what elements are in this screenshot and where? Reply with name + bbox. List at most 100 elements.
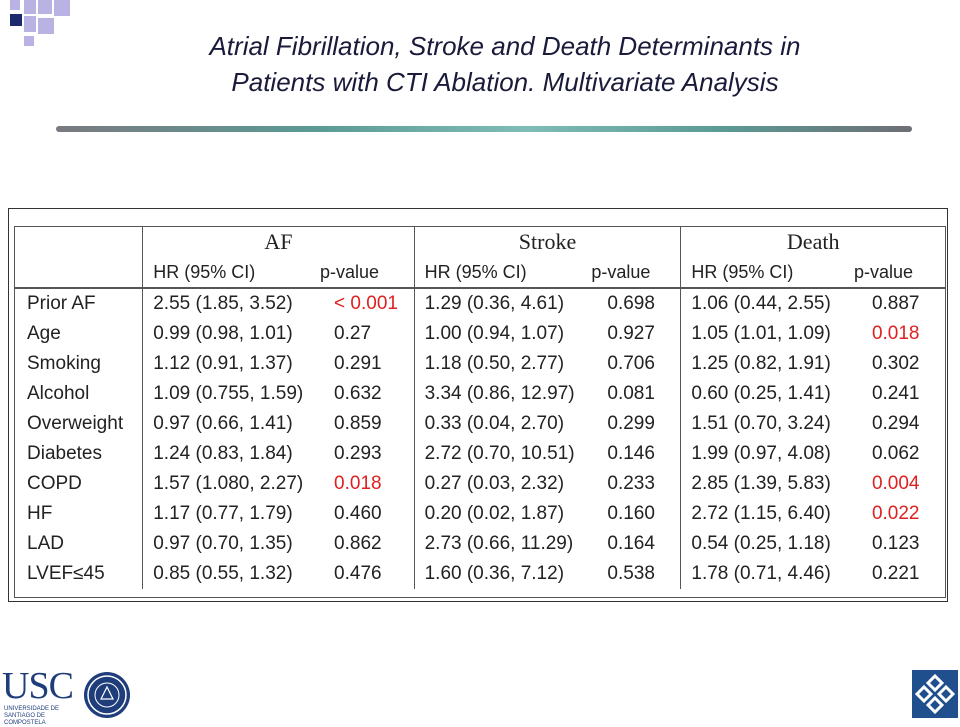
af-p-cell: < 0.001 (334, 293, 398, 314)
table-row: LAD 0.97 (0.70, 1.35) 0.862 2.73 (0.66, 11.… (15, 529, 945, 559)
variable-cell: Smoking (27, 353, 101, 374)
variable-cell: LAD (27, 533, 64, 554)
stroke-hr-cell: 1.29 (0.36, 4.61) (413, 288, 592, 319)
table-row: Diabetes 1.24 (0.83, 1.84) 0.293 2.72 (0.70… (15, 439, 945, 469)
usc-logo-text: USC (2, 665, 74, 707)
stroke-hr-cell: 1.60 (0.36, 7.12) (413, 559, 592, 589)
multivariate-results-table: AF Stroke Death HR (95% CI) p-value HR (… (15, 227, 945, 589)
stroke-hr-cell: 2.72 (0.70, 10.51) (413, 439, 592, 469)
group-header-stroke: Stroke (413, 227, 681, 257)
af-hr-cell: 0.97 (0.66, 1.41) (142, 409, 321, 439)
af-p-cell: 0.476 (334, 563, 382, 584)
af-hr-cell: 0.85 (0.55, 1.32) (142, 559, 321, 589)
group-header-death: Death (680, 227, 945, 257)
stroke-hr-cell: 0.27 (0.03, 2.32) (413, 469, 592, 499)
stroke-p-cell: 0.233 (607, 473, 655, 494)
af-p-cell: 0.632 (334, 383, 382, 404)
table-row: Overweight 0.97 (0.66, 1.41) 0.859 0.33 (0.… (15, 409, 945, 439)
corner-squares-logo (10, 0, 74, 64)
usc-logo: USC UNIVERSIDADE DE SANTIAGO DE COMPOSTE… (0, 665, 132, 726)
death-hr-cell: 1.05 (1.01, 1.09) (680, 319, 854, 349)
variable-cell: LVEF≤45 (27, 563, 105, 584)
af-hr-cell: 1.17 (0.77, 1.79) (142, 499, 321, 529)
stroke-p-cell: 0.164 (607, 533, 655, 554)
af-hr-cell: 1.24 (0.83, 1.84) (142, 439, 321, 469)
death-hr-cell: 1.51 (0.70, 3.24) (680, 409, 854, 439)
stroke-hr-cell: 0.20 (0.02, 1.87) (413, 499, 592, 529)
stroke-hr-cell: 0.33 (0.04, 2.70) (413, 409, 592, 439)
af-hr-cell: 0.97 (0.70, 1.35) (142, 529, 321, 559)
stroke-hr-cell: 3.34 (0.86, 12.97) (413, 379, 592, 409)
death-p-cell: 0.062 (871, 443, 920, 464)
title-line-1: Atrial Fibrillation, Stroke and Death De… (209, 31, 801, 61)
table-row: Prior AF 2.55 (1.85, 3.52) < 0.001 1.29 (0.… (15, 288, 945, 319)
stroke-p-cell: 0.146 (607, 443, 655, 464)
title-line-2: Patients with CTI Ablation. Multivariate… (231, 67, 779, 97)
table-row: Age 0.99 (0.98, 1.01) 0.27 1.00 (0.94, 1.07… (15, 319, 945, 349)
af-p-cell: 0.018 (334, 473, 382, 494)
death-p-cell: 0.123 (871, 533, 920, 554)
subheader-row: HR (95% CI) p-value HR (95% CI) p-value … (15, 257, 945, 289)
af-hr-cell: 2.55 (1.85, 3.52) (142, 288, 321, 319)
subheader-stroke-p: p-value (591, 257, 681, 289)
slide-title: Atrial Fibrillation, Stroke and Death De… (95, 28, 915, 100)
death-p-cell: 0.887 (871, 293, 920, 314)
death-hr-cell: 0.54 (0.25, 1.18) (680, 529, 854, 559)
death-p-cell: 0.022 (871, 503, 920, 524)
death-hr-cell: 2.85 (1.39, 5.83) (680, 469, 854, 499)
af-p-cell: 0.293 (334, 443, 382, 464)
variable-cell: Overweight (27, 413, 124, 434)
stroke-p-cell: 0.160 (607, 503, 655, 524)
variable-cell: Age (27, 323, 61, 344)
empty-corner-cell (15, 227, 143, 257)
table-row: COPD 1.57 (1.080, 2.27) 0.018 0.27 (0.03, 2… (15, 469, 945, 499)
death-hr-cell: 1.78 (0.71, 4.46) (680, 559, 854, 589)
stroke-p-cell: 0.299 (607, 413, 655, 434)
usc-logo-subtext: UNIVERSIDADE DE SANTIAGO DE COMPOSTELA (4, 706, 60, 726)
variable-cell: Diabetes (27, 443, 102, 464)
death-p-cell: 0.018 (871, 323, 920, 344)
death-hr-cell: 2.72 (1.15, 6.40) (680, 499, 854, 529)
death-hr-cell: 1.06 (0.44, 2.55) (680, 288, 854, 319)
stroke-p-cell: 0.706 (607, 353, 655, 374)
death-p-cell: 0.004 (871, 473, 920, 494)
stroke-p-cell: 0.081 (607, 383, 655, 404)
group-header-af: AF (142, 227, 415, 257)
table-row: HF 1.17 (0.77, 1.79) 0.460 0.20 (0.02, 1.87… (15, 499, 945, 529)
variable-cell: Prior AF (27, 293, 96, 314)
death-p-cell: 0.302 (871, 353, 920, 374)
title-divider (56, 126, 912, 132)
stroke-hr-cell: 2.73 (0.66, 11.29) (413, 529, 592, 559)
table-body: Prior AF 2.55 (1.85, 3.52) < 0.001 1.29 (0.… (15, 288, 945, 589)
subheader-death-p: p-value (853, 257, 945, 289)
death-p-cell: 0.294 (871, 413, 920, 434)
stroke-p-cell: 0.698 (607, 293, 655, 314)
variable-cell: COPD (27, 473, 82, 494)
variable-cell: HF (27, 503, 53, 524)
af-hr-cell: 1.12 (0.91, 1.37) (142, 349, 321, 379)
af-hr-cell: 1.09 (0.755, 1.59) (142, 379, 321, 409)
stroke-hr-cell: 1.18 (0.50, 2.77) (413, 349, 592, 379)
table-row: Smoking 1.12 (0.91, 1.37) 0.291 1.18 (0.50,… (15, 349, 945, 379)
table-row: Alcohol 1.09 (0.755, 1.59) 0.632 3.34 (0.86… (15, 379, 945, 409)
group-header-row: AF Stroke Death (15, 227, 945, 257)
variable-cell: Alcohol (27, 383, 90, 404)
stroke-hr-cell: 1.00 (0.94, 1.07) (413, 319, 592, 349)
university-seal-icon (84, 672, 130, 718)
hospital-cross-logo-icon (912, 670, 958, 718)
death-hr-cell: 1.25 (0.82, 1.91) (680, 349, 854, 379)
af-p-cell: 0.460 (334, 503, 382, 524)
death-p-cell: 0.221 (871, 563, 920, 584)
death-hr-cell: 0.60 (0.25, 1.41) (680, 379, 854, 409)
af-p-cell: 0.859 (334, 413, 382, 434)
stroke-p-cell: 0.538 (607, 563, 655, 584)
subheader-death-hr: HR (95% CI) (680, 257, 854, 289)
subheader-stroke-hr: HR (95% CI) (413, 257, 592, 289)
af-p-cell: 0.862 (334, 533, 382, 554)
table-row: LVEF≤45 0.85 (0.55, 1.32) 0.476 1.60 (0.36,… (15, 559, 945, 589)
table-border (14, 226, 946, 598)
af-p-cell: 0.27 (334, 323, 372, 344)
af-hr-cell: 1.57 (1.080, 2.27) (142, 469, 321, 499)
subheader-af-hr: HR (95% CI) (142, 257, 321, 289)
stroke-p-cell: 0.927 (607, 323, 655, 344)
